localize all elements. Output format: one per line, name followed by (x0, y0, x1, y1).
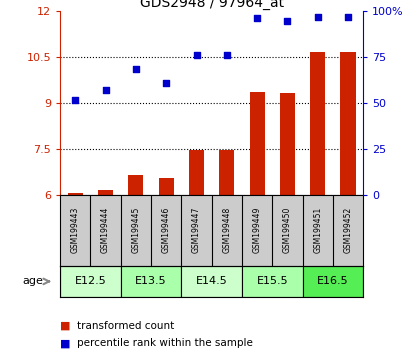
Point (102, 87, 109, 93)
Bar (98, 190, 113, 195)
Text: percentile rank within the sample: percentile rank within the sample (77, 338, 253, 348)
Bar (280, 93, 295, 195)
Bar (340, 52, 356, 195)
Point (284, 18, 291, 24)
Bar (310, 52, 325, 195)
Text: GSM199451: GSM199451 (313, 207, 322, 253)
Text: GSM199443: GSM199443 (71, 207, 80, 253)
Text: GSM199447: GSM199447 (192, 207, 201, 253)
Bar (121, 266, 181, 297)
Text: E16.5: E16.5 (317, 276, 349, 286)
Text: GSM199446: GSM199446 (162, 207, 171, 253)
Bar (249, 92, 265, 195)
Title: GDS2948 / 97964_at: GDS2948 / 97964_at (139, 0, 284, 10)
Bar (60, 266, 121, 297)
Point (72, 97, 79, 102)
Text: E12.5: E12.5 (75, 276, 106, 286)
Point (315, 14, 321, 19)
Text: E13.5: E13.5 (135, 276, 167, 286)
Text: transformed count: transformed count (77, 321, 174, 331)
Bar (303, 266, 363, 297)
Point (133, 66, 139, 72)
Text: E14.5: E14.5 (196, 276, 227, 286)
Text: GSM199445: GSM199445 (132, 207, 140, 253)
Text: GSM199448: GSM199448 (222, 207, 231, 253)
Point (224, 52, 230, 58)
Point (254, 16, 261, 21)
Bar (68, 193, 83, 195)
Text: ■: ■ (60, 338, 71, 348)
Bar (128, 175, 144, 195)
Text: age: age (23, 276, 44, 286)
Text: GSM199449: GSM199449 (253, 207, 261, 253)
Text: GSM199444: GSM199444 (101, 207, 110, 253)
Text: ■: ■ (60, 321, 71, 331)
Bar (181, 266, 242, 297)
Text: GSM199450: GSM199450 (283, 207, 292, 253)
Point (163, 80, 170, 86)
Bar (159, 178, 174, 195)
Text: GSM199452: GSM199452 (344, 207, 352, 253)
Bar (219, 150, 234, 195)
Bar (242, 266, 303, 297)
Bar (189, 150, 204, 195)
Point (193, 52, 200, 58)
Point (345, 14, 352, 19)
Text: E15.5: E15.5 (256, 276, 288, 286)
